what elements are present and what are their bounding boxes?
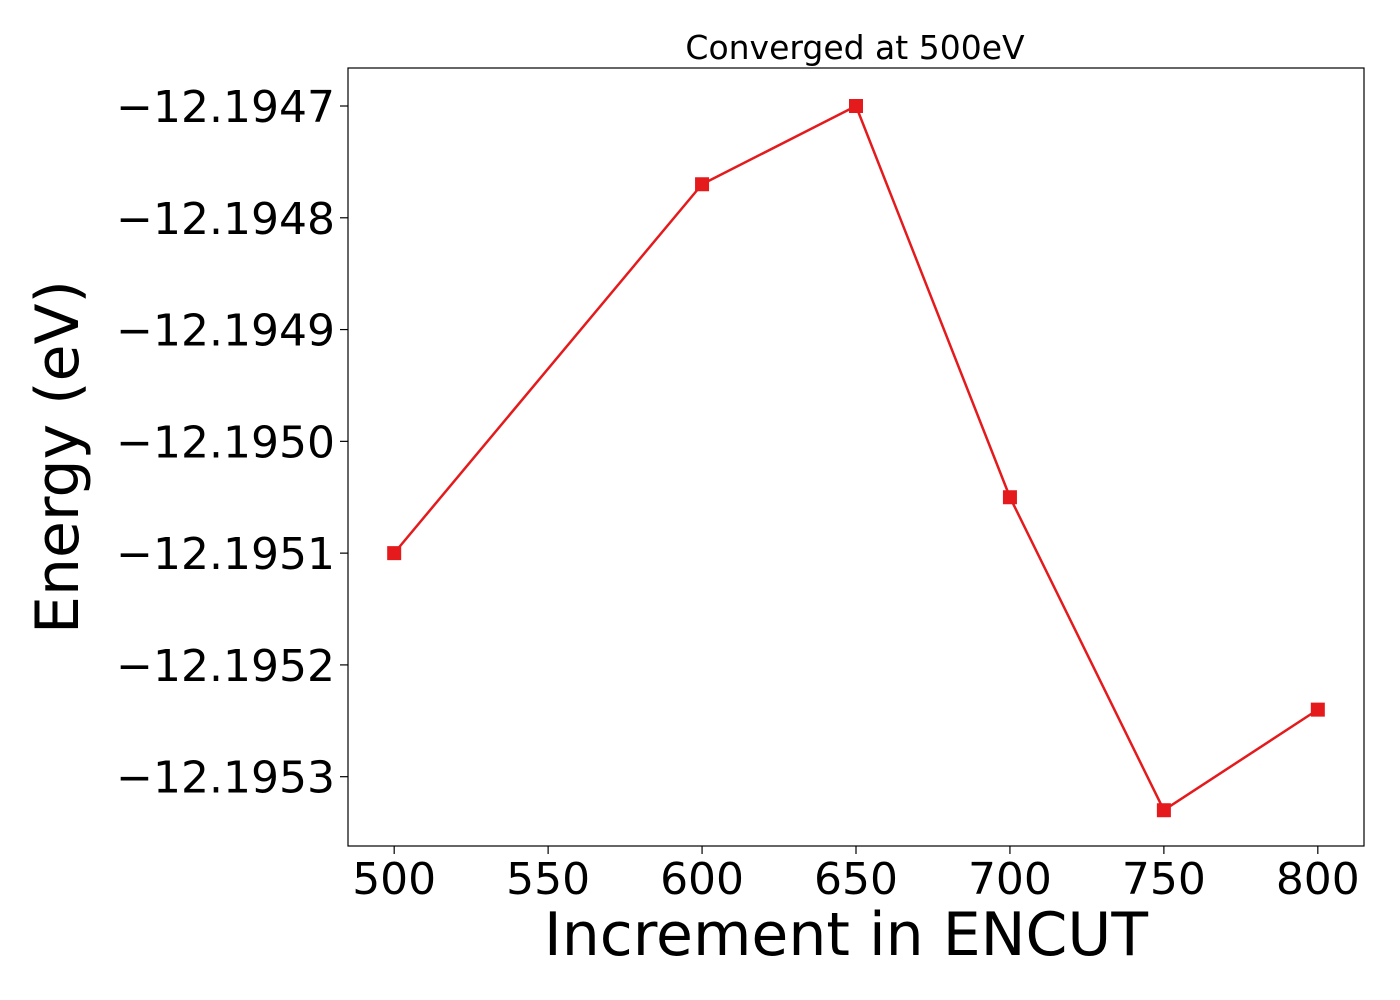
x-axis: 500 550 600 650 700 750 800 [352,846,1360,905]
y-tick-label: −12.1950 [116,417,335,468]
x-axis-label: Increment in ENCUT [544,900,1148,970]
y-tick-label: −12.1949 [116,306,335,357]
plot-area-frame [347,67,1365,847]
x-tick-label: 750 [1122,854,1206,905]
y-tick-label: −12.1948 [116,194,335,245]
y-tick-label: −12.1952 [116,641,335,692]
data-point-marker [1310,702,1325,717]
data-point-marker [1156,803,1171,818]
series-layer [387,99,1325,818]
data-point-marker [1002,490,1017,505]
x-tick-label: 600 [660,854,744,905]
x-tick-label: 500 [352,854,436,905]
y-axis: −12.1953 −12.1952 −12.1951 −12.1950 −12.1949… [116,82,348,804]
x-tick-label: 700 [968,854,1052,905]
x-tick-label: 800 [1276,854,1360,905]
data-point-marker [849,99,863,114]
chart-title: Converged at 500eV [685,28,1025,67]
y-tick-label: −12.1947 [116,82,335,133]
data-point-marker [695,177,710,192]
x-tick-label: 650 [814,854,898,905]
data-point-marker [387,546,402,561]
y-tick-label: −12.1953 [116,753,335,804]
x-tick-label: 550 [506,854,590,905]
series-line [393,104,1319,812]
y-tick-label: −12.1951 [116,529,335,580]
y-axis-label: Energy (eV) [23,280,93,634]
